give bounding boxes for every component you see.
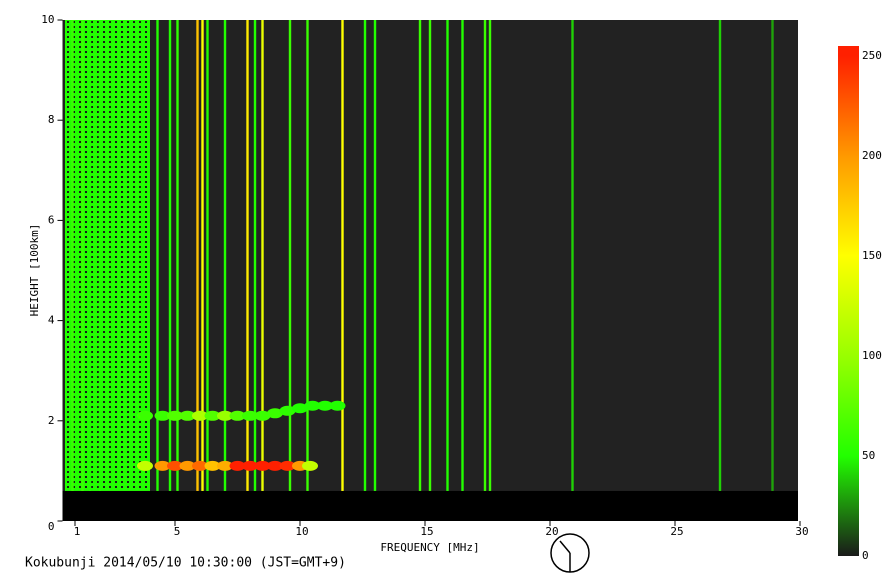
interference-line xyxy=(418,20,422,491)
interference-line xyxy=(288,20,292,491)
interference-line xyxy=(201,20,204,491)
echo xyxy=(154,410,171,421)
echo xyxy=(179,460,196,471)
interference-line xyxy=(571,20,574,491)
interference-line xyxy=(156,20,159,491)
y-tick-label: 0 xyxy=(48,520,55,533)
interference-line xyxy=(261,20,264,491)
x-tick-label: 25 xyxy=(670,525,683,538)
clock-icon xyxy=(550,533,590,573)
colorbar xyxy=(838,46,859,556)
interference-line xyxy=(373,20,377,491)
echo xyxy=(329,400,346,411)
y-tick-label: 6 xyxy=(48,213,55,226)
interference-line xyxy=(483,20,487,491)
echo xyxy=(242,410,258,421)
echo xyxy=(179,410,196,421)
echo xyxy=(317,400,333,411)
echo xyxy=(304,400,321,411)
interference-line xyxy=(206,20,209,491)
echo xyxy=(217,460,233,471)
interference-line xyxy=(88,20,92,491)
x-tick-label: 5 xyxy=(174,525,181,538)
y-tick-label: 2 xyxy=(48,414,55,427)
interference-line xyxy=(488,20,492,491)
interference-line xyxy=(428,20,432,491)
interference-line xyxy=(306,20,309,491)
echo xyxy=(192,460,208,471)
interference-line xyxy=(253,20,257,491)
echo xyxy=(254,410,271,421)
echo xyxy=(302,460,318,471)
y-tick-label: 8 xyxy=(48,113,55,126)
interference-line xyxy=(446,20,449,491)
interference-line xyxy=(771,20,774,491)
x-tick-label: 15 xyxy=(420,525,433,538)
echo xyxy=(254,460,271,471)
echo xyxy=(229,460,246,471)
echo xyxy=(167,460,183,471)
interference-line xyxy=(223,20,227,491)
colorbar-tick-label: 100 xyxy=(862,349,882,362)
echo xyxy=(242,460,258,471)
echo xyxy=(204,460,221,471)
colorbar-tick-label: 200 xyxy=(862,149,882,162)
colorbar-tick-label: 0 xyxy=(862,549,869,562)
interference-line xyxy=(461,20,464,491)
echo xyxy=(229,410,246,421)
echo xyxy=(267,460,283,471)
interference-line xyxy=(71,20,74,491)
echo xyxy=(137,410,153,421)
echo xyxy=(217,410,233,421)
x-tick-label: 10 xyxy=(295,525,308,538)
echo xyxy=(267,408,283,419)
echo xyxy=(167,410,183,421)
y-tick-label: 10 xyxy=(41,13,54,26)
x-axis-label: FREQUENCY [MHz] xyxy=(380,541,479,554)
y-tick-label: 4 xyxy=(48,314,55,327)
interference-line xyxy=(718,20,722,491)
colorbar-tick-label: 250 xyxy=(862,49,882,62)
plot xyxy=(62,20,798,521)
y-axis-label: HEIGHT [100km] xyxy=(28,224,41,317)
echo xyxy=(279,460,296,471)
x-tick-label: 1 xyxy=(74,525,81,538)
colorbar-tick-label: 150 xyxy=(862,249,882,262)
interference-line xyxy=(98,20,102,491)
interference-line xyxy=(196,20,199,491)
caption: Kokubunji 2014/05/10 10:30:00 (JST=GMT+9… xyxy=(25,556,346,571)
echo xyxy=(292,403,308,414)
x-tick-label: 20 xyxy=(545,525,558,538)
x-tick-label: 30 xyxy=(795,525,808,538)
interference-line xyxy=(168,20,172,491)
interference-line xyxy=(363,20,367,491)
background-echo xyxy=(65,20,150,491)
echo xyxy=(154,460,171,471)
echo xyxy=(192,410,208,421)
echo xyxy=(279,405,296,416)
echo xyxy=(204,410,221,421)
interference-line xyxy=(246,20,249,491)
interference-line xyxy=(341,20,344,491)
interference-line xyxy=(81,20,84,491)
colorbar-tick-label: 50 xyxy=(862,449,875,462)
echo xyxy=(137,460,153,471)
interference-line xyxy=(176,20,179,491)
blank-band xyxy=(62,490,798,521)
